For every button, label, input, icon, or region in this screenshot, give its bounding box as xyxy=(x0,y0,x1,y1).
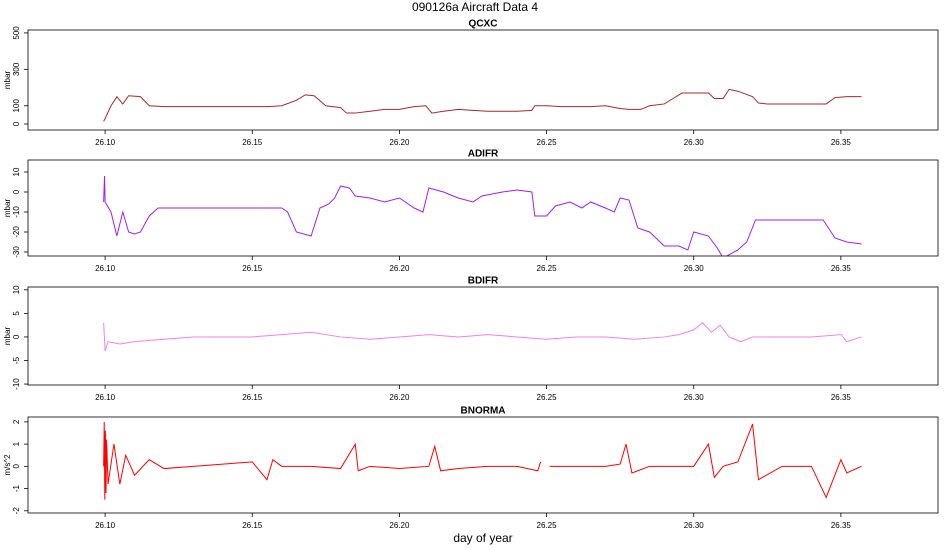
x-tick-label: 26.10 xyxy=(95,393,116,402)
x-tick-label: 26.25 xyxy=(537,264,558,273)
x-tick-label: 26.35 xyxy=(831,393,852,402)
x-tick-label: 26.15 xyxy=(242,521,263,530)
data-line xyxy=(103,322,862,352)
x-tick-label: 26.20 xyxy=(389,521,410,530)
y-tick-label: -1 xyxy=(12,484,21,492)
y-axis-label: mbar xyxy=(3,327,12,346)
plot-frame xyxy=(27,286,939,386)
panel-title: QCXC xyxy=(469,19,498,30)
y-tick-label: 10 xyxy=(12,285,21,294)
data-line xyxy=(103,421,862,500)
y-tick-label: 300 xyxy=(12,62,21,76)
y-axis-label: mbar xyxy=(3,71,12,90)
plot-frame xyxy=(27,29,939,131)
y-tick-label: -2 xyxy=(12,507,21,515)
x-tick-label: 26.35 xyxy=(831,138,852,147)
x-tick-label: 26.35 xyxy=(831,521,852,530)
y-tick-label: 0 xyxy=(12,121,21,126)
x-tick-label: 26.15 xyxy=(242,393,263,402)
y-tick-label: 10 xyxy=(12,167,21,176)
data-line xyxy=(103,175,862,256)
x-tick-label: 26.30 xyxy=(684,138,705,147)
y-tick-label: 1 xyxy=(12,441,21,446)
x-tick-label: 26.30 xyxy=(684,264,705,273)
panel-title: BNORMA xyxy=(461,406,506,417)
x-tick-label: 26.20 xyxy=(389,138,410,147)
x-axis-label: day of year xyxy=(453,531,512,545)
panel-title: ADIFR xyxy=(468,149,499,160)
y-axis-label: m/s^2 xyxy=(3,454,12,476)
y-axis-label: mbar xyxy=(3,199,12,218)
y-tick-label: 0 xyxy=(12,334,21,339)
y-tick-label: 2 xyxy=(12,419,21,424)
x-tick-label: 26.25 xyxy=(537,138,558,147)
data-line xyxy=(103,88,862,122)
y-tick-label: -10 xyxy=(12,206,21,218)
x-tick-label: 26.30 xyxy=(684,521,705,530)
plot-frame xyxy=(27,416,939,514)
y-tick-label: -5 xyxy=(12,356,21,364)
x-tick-label: 26.25 xyxy=(537,393,558,402)
x-tick-label: 26.30 xyxy=(684,393,705,402)
x-tick-label: 26.15 xyxy=(242,138,263,147)
y-tick-label: -10 xyxy=(12,378,21,390)
x-tick-label: 26.10 xyxy=(95,138,116,147)
x-tick-label: 26.10 xyxy=(95,521,116,530)
x-tick-label: 26.20 xyxy=(389,264,410,273)
x-tick-label: 26.10 xyxy=(95,264,116,273)
y-tick-label: -30 xyxy=(12,246,21,258)
x-tick-label: 26.25 xyxy=(537,521,558,530)
x-tick-label: 26.35 xyxy=(831,264,852,273)
x-tick-label: 26.15 xyxy=(242,264,263,273)
y-tick-label: 500 xyxy=(12,26,21,40)
page-title: 090126a Aircraft Data 4 xyxy=(412,0,538,14)
x-tick-label: 26.20 xyxy=(389,393,410,402)
y-tick-label: 100 xyxy=(12,99,21,113)
panel-title: BDIFR xyxy=(468,276,499,287)
y-tick-label: 0 xyxy=(12,464,21,469)
plot-frame xyxy=(27,159,939,257)
y-tick-label: 0 xyxy=(12,189,21,194)
y-tick-label: 5 xyxy=(12,311,21,316)
y-tick-label: -20 xyxy=(12,226,21,238)
